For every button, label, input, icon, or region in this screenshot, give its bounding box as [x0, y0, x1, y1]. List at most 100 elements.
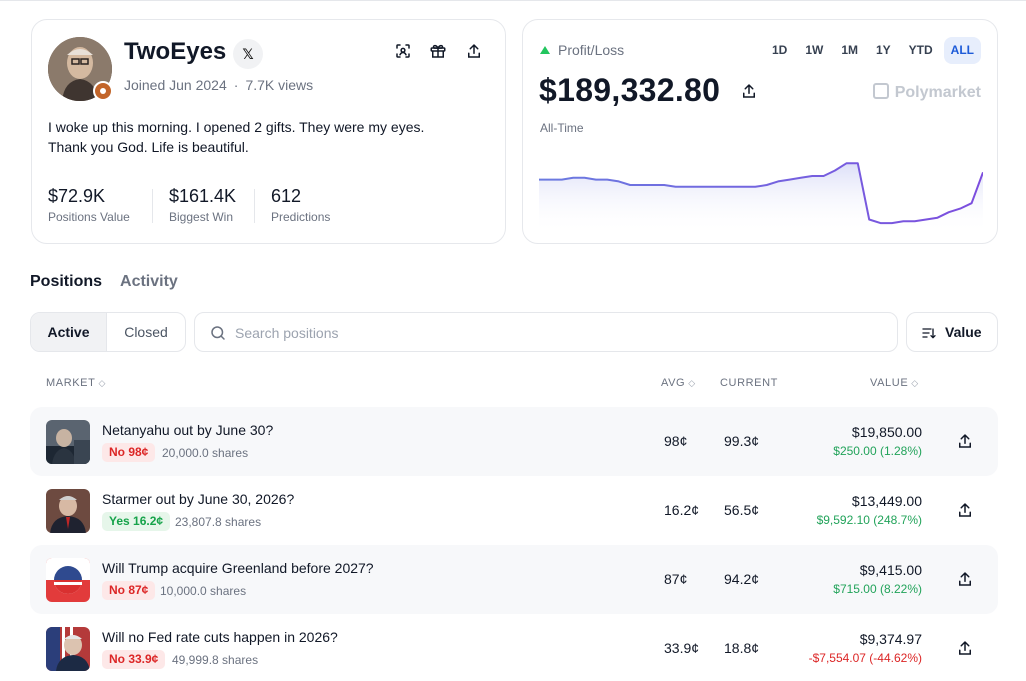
tab-positions[interactable]: Positions: [30, 273, 103, 290]
header-market[interactable]: MARKET ◇: [46, 377, 106, 389]
stat-value: 612: [271, 186, 302, 206]
table-row[interactable]: Will Trump acquire Greenland before 2027…: [30, 545, 998, 614]
scan-icon[interactable]: [394, 42, 416, 64]
header-value-label: VALUE: [870, 377, 909, 389]
pnl-chart[interactable]: [539, 156, 983, 234]
filter-active-button[interactable]: Active: [31, 313, 107, 351]
table-row[interactable]: Will no Fed rate cuts happen in 2026? No…: [30, 614, 998, 681]
header-avg-label: AVG: [661, 377, 686, 389]
market-title[interactable]: Starmer out by June 30, 2026?: [102, 491, 295, 507]
market-title[interactable]: Netanyahu out by June 30?: [102, 422, 274, 438]
share-icon[interactable]: [956, 639, 974, 657]
range-1y-button[interactable]: 1Y: [875, 43, 891, 57]
pnl-period-label: All-Time: [540, 121, 584, 135]
pnl-label-text: Profit/Loss: [558, 42, 625, 58]
range-ytd-button[interactable]: YTD: [908, 43, 933, 57]
avatar[interactable]: [48, 37, 112, 101]
share-icon[interactable]: [956, 432, 974, 450]
table-row[interactable]: Starmer out by June 30, 2026? Yes 16.2¢ …: [30, 476, 998, 545]
range-all-button[interactable]: ALL: [943, 37, 981, 64]
stat-value: $72.9K: [48, 186, 106, 206]
section-tabs: Positions Activity: [30, 273, 178, 291]
stat-label: Predictions: [271, 210, 331, 224]
range-1w-button[interactable]: 1W: [805, 43, 824, 57]
outcome-badge: No 33.9¢: [102, 650, 166, 669]
sort-icon: [922, 328, 936, 339]
up-triangle-icon: [540, 46, 550, 54]
filter-closed-button[interactable]: Closed: [124, 324, 168, 340]
share-count: 23,807.8 shares: [175, 515, 262, 529]
profile-meta: Joined Jun 2024 · 7.7K views: [124, 77, 313, 93]
pnl-card: Profit/Loss 1D 1W 1M 1Y YTD ALL $189,332.80 P…: [522, 19, 998, 244]
market-title[interactable]: Will Trump acquire Greenland before 2027…: [102, 560, 374, 576]
search-box: [194, 312, 898, 352]
range-selector: 1D 1W 1M 1Y YTD ALL: [765, 37, 981, 64]
profile-card: TwoEyes 𝕏 Joined Jun 2024 · 7.7K views I w…: [31, 19, 506, 244]
table-row[interactable]: Netanyahu out by June 30? No 98¢ 20,000.…: [30, 407, 998, 476]
gift-icon[interactable]: [429, 42, 451, 64]
share-icon[interactable]: [465, 42, 487, 64]
sort-value-button[interactable]: Value: [906, 312, 998, 352]
stat-label: Positions Value: [48, 210, 130, 224]
view-count: 7.7K views: [245, 77, 314, 93]
market-thumbnail: [46, 420, 90, 464]
profile-bio: I woke up this morning. I opened 2 gifts…: [48, 117, 488, 157]
chart-series-line: [539, 162, 983, 225]
position-change: $715.00 (8.22%): [833, 582, 922, 596]
share-count: 49,999.8 shares: [172, 653, 259, 667]
market-title[interactable]: Will no Fed rate cuts happen in 2026?: [102, 629, 338, 645]
current-price: 94.2¢: [724, 571, 760, 587]
share-count: 20,000.0 shares: [162, 446, 249, 460]
current-price: 18.8¢: [724, 640, 760, 656]
avg-price: 98¢: [664, 433, 688, 449]
polymarket-logo-icon: [872, 83, 889, 99]
header-current: CURRENT: [720, 377, 778, 389]
sort-label: Value: [945, 324, 982, 340]
header-current-label: CURRENT: [720, 377, 778, 389]
pnl-value: $189,332.80: [539, 72, 721, 108]
header-value[interactable]: VALUE ◇: [870, 377, 919, 389]
x-social-icon[interactable]: 𝕏: [233, 39, 263, 69]
market-thumbnail: [46, 627, 90, 671]
avg-price: 33.9¢: [664, 640, 700, 656]
status-filter: Active Closed: [30, 312, 186, 352]
stat-biggest-win: $161.4K Biggest Win: [169, 186, 236, 224]
sort-toggle-icon: ◇: [688, 378, 696, 388]
stat-divider: [152, 189, 153, 223]
search-input[interactable]: [235, 322, 835, 344]
share-icon[interactable]: [956, 501, 974, 519]
range-1m-button[interactable]: 1M: [841, 43, 858, 57]
bio-line: Thank you God. Life is beautiful.: [48, 139, 249, 155]
market-thumbnail: [46, 489, 90, 533]
share-icon[interactable]: [956, 570, 974, 588]
sort-toggle-icon: ◇: [911, 378, 919, 388]
search-icon: [211, 326, 225, 340]
stat-divider: [254, 189, 255, 223]
tab-activity[interactable]: Activity: [120, 273, 178, 290]
position-change: $250.00 (1.28%): [833, 444, 922, 458]
pnl-label: Profit/Loss: [540, 42, 624, 58]
position-value: $13,449.00: [851, 493, 922, 509]
meta-separator: ·: [233, 77, 239, 93]
pnl-share-icon[interactable]: [740, 82, 758, 100]
header-avg[interactable]: AVG ◇: [661, 377, 696, 389]
position-value: $19,850.00: [851, 424, 922, 440]
current-price: 56.5¢: [724, 502, 760, 518]
outcome-badge: No 98¢: [102, 443, 156, 462]
stat-label: Biggest Win: [169, 210, 234, 224]
position-value: $9,374.97: [859, 631, 922, 647]
position-change: -$7,554.07 (-44.62%): [808, 651, 922, 665]
sort-toggle-icon: ◇: [98, 378, 106, 388]
market-thumbnail: [46, 558, 90, 602]
outcome-badge: No 87¢: [102, 581, 156, 600]
current-price: 99.3¢: [724, 433, 760, 449]
share-count: 10,000.0 shares: [160, 584, 247, 598]
outcome-badge: Yes 16.2¢: [102, 512, 171, 531]
top-divider: [0, 0, 1026, 3]
joined-date: Joined Jun 2024: [124, 77, 227, 93]
avg-price: 16.2¢: [664, 502, 700, 518]
brand-name: Polymarket: [894, 84, 981, 101]
profile-username: TwoEyes: [124, 38, 227, 65]
chart-area: [539, 163, 983, 234]
range-1d-button[interactable]: 1D: [771, 43, 788, 57]
